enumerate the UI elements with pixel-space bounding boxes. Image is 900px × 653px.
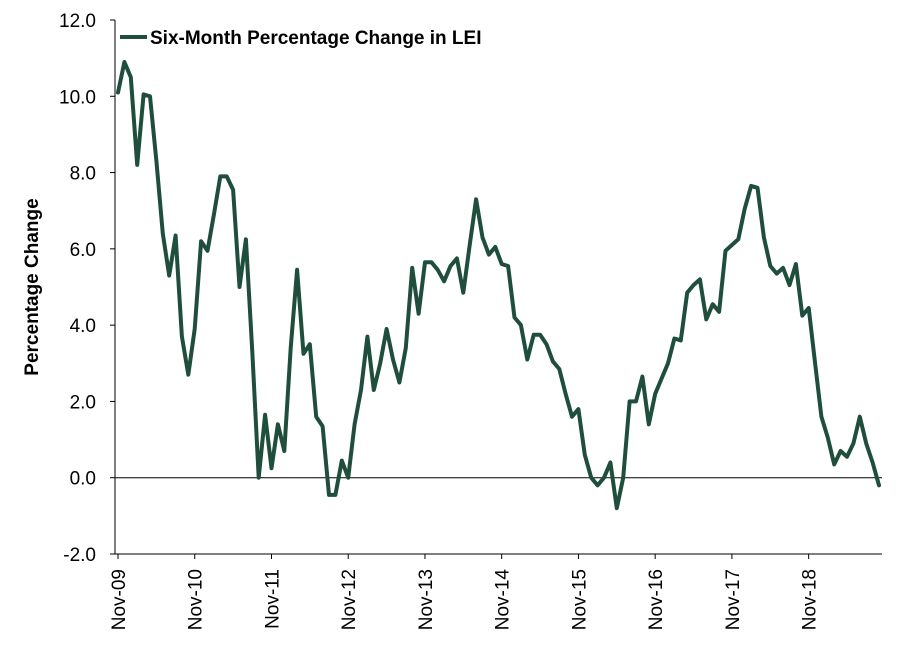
x-tick-label: Nov-14 xyxy=(493,569,514,631)
legend: Six-Month Percentage Change in LEI xyxy=(120,28,482,49)
y-tick-label: 0.0 xyxy=(70,469,96,490)
x-tick-label: Nov-18 xyxy=(800,569,821,630)
y-tick-label: 6.0 xyxy=(70,240,96,261)
x-tick-label: Nov-16 xyxy=(646,569,667,630)
series-line-lei xyxy=(116,60,881,511)
y-axis-title: Percentage Change xyxy=(22,198,43,375)
y-tick-label: 12.0 xyxy=(59,11,96,32)
x-tick-label: Nov-13 xyxy=(416,569,437,630)
legend-label: Six-Month Percentage Change in LEI xyxy=(150,28,482,49)
x-tick-label: Nov-11 xyxy=(262,569,283,629)
y-axis-ticks: -2.0 0.0 2.0 4.0 6.0 8.0 10.0 12.0 xyxy=(59,11,115,566)
x-tick-label: Nov-10 xyxy=(186,569,207,630)
y-tick-label: -2.0 xyxy=(63,545,96,566)
x-axis-ticks: Nov-09 Nov-10 Nov-11 Nov-12 Nov-13 Nov-14 Nov-… xyxy=(109,554,821,630)
x-tick-label: Nov-12 xyxy=(339,569,360,630)
y-tick-label: 8.0 xyxy=(70,164,96,185)
series-layer xyxy=(116,60,881,511)
y-tick-label: 10.0 xyxy=(59,87,96,108)
y-tick-label: 2.0 xyxy=(70,392,96,413)
x-tick-label: Nov-15 xyxy=(569,569,590,630)
y-tick-label: 4.0 xyxy=(70,316,96,337)
x-tick-label: Nov-09 xyxy=(109,569,130,630)
x-tick-label: Nov-17 xyxy=(723,569,744,630)
